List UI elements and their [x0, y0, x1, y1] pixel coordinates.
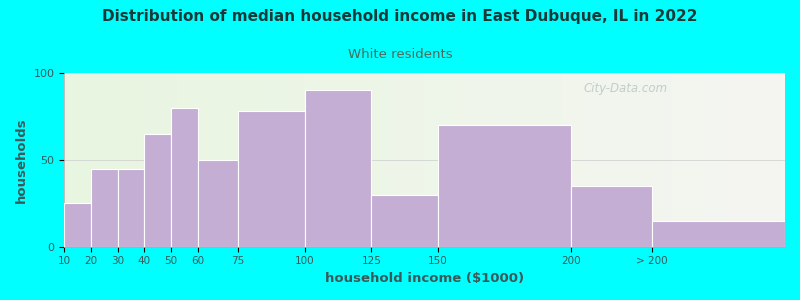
Y-axis label: households: households — [15, 117, 28, 203]
Bar — [651, 221, 785, 247]
Bar — [118, 169, 144, 247]
Bar — [438, 125, 571, 247]
Bar — [144, 134, 171, 247]
Text: White residents: White residents — [348, 48, 452, 61]
X-axis label: household income ($1000): household income ($1000) — [325, 272, 524, 285]
Bar — [305, 90, 371, 247]
Bar — [571, 186, 651, 247]
Bar — [238, 111, 305, 247]
Bar — [64, 203, 91, 247]
Text: City-Data.com: City-Data.com — [583, 82, 667, 95]
Text: Distribution of median household income in East Dubuque, IL in 2022: Distribution of median household income … — [102, 9, 698, 24]
Bar — [371, 195, 438, 247]
Bar — [198, 160, 238, 247]
Bar — [91, 169, 118, 247]
Bar — [171, 108, 198, 247]
